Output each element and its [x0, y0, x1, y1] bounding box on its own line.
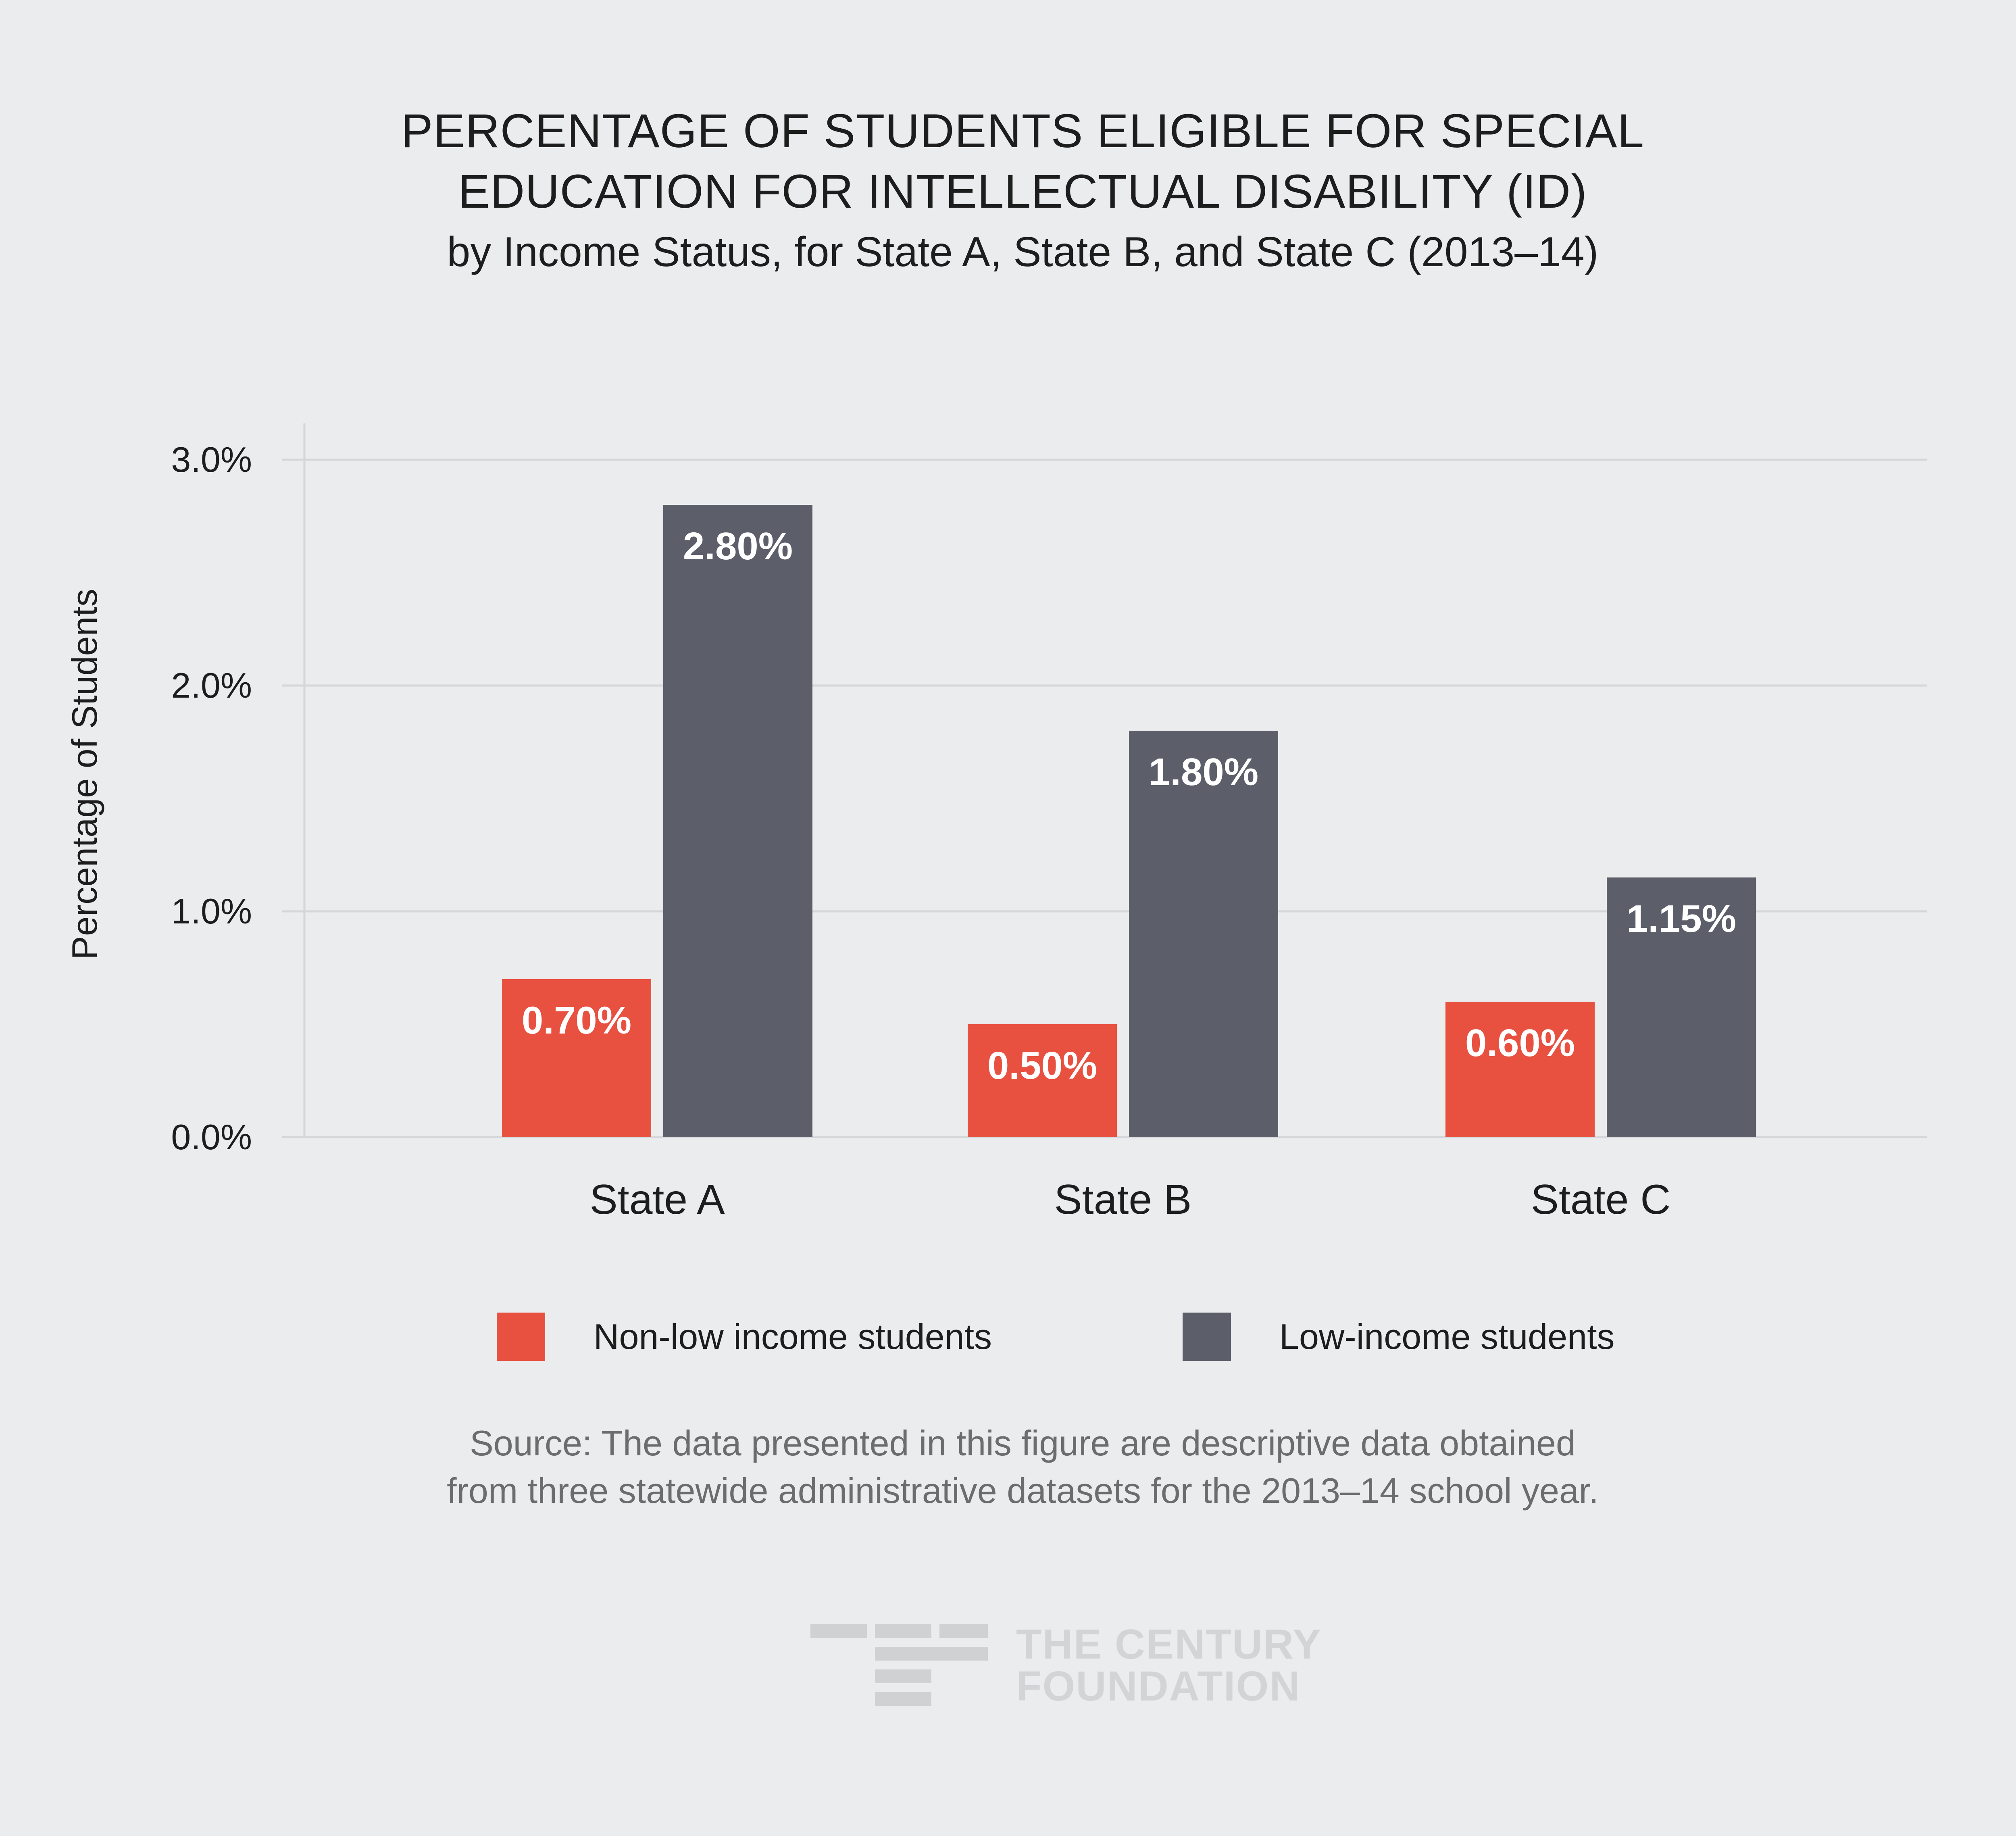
title-line-2: EDUCATION FOR INTELLECTUAL DISABILITY (I… [458, 165, 1587, 218]
y-tick-label: 0.0% [171, 1117, 252, 1157]
source-line-2: from three statewide administrative data… [447, 1471, 1599, 1511]
y-tick-label: 3.0% [171, 440, 252, 479]
data-label: 1.80% [1149, 750, 1258, 794]
brand-line-2: FOUNDATION [1016, 1663, 1301, 1710]
brand-line-1: THE CENTURY [1016, 1621, 1322, 1668]
bar [502, 979, 651, 1137]
x-tick-label: State B [1054, 1176, 1191, 1223]
century-foundation-logo: THE CENTURY FOUNDATION [810, 1621, 1335, 1714]
data-label: 2.80% [683, 525, 793, 568]
bar [968, 1024, 1117, 1137]
legend-item-non-low-income: Non-low income students [497, 1313, 992, 1361]
chart-subtitle: by Income Status, for State A, State B, … [447, 229, 1599, 275]
x-tick-label: State A [589, 1176, 725, 1223]
label-layer: 0.70% 2.80% 0.50% 1.80% 0.60% 1.15% [522, 525, 1736, 1087]
data-label: 0.60% [1465, 1021, 1575, 1065]
bar [1607, 877, 1756, 1137]
data-label: 1.15% [1627, 897, 1736, 940]
legend-label-low-income: Low-income students [1279, 1317, 1615, 1357]
axis-layer: 0.0% 1.0% 2.0% 3.0% Percentage of Students St… [65, 423, 1670, 1223]
source-note: Source: The data presented in this figur… [0, 1419, 2016, 1515]
title-line-1: PERCENTAGE OF STUDENTS ELIGIBLE FOR SPEC… [401, 104, 1645, 158]
century-foundation-mark-icon [810, 1621, 988, 1714]
y-tick-label: 2.0% [171, 665, 252, 705]
y-tick-label: 1.0% [171, 891, 252, 931]
source-line-1: Source: The data presented in this figur… [470, 1423, 1576, 1463]
legend-swatch-non-low-income [497, 1313, 545, 1361]
legend-swatch-low-income [1183, 1313, 1231, 1361]
data-label: 0.50% [987, 1044, 1097, 1087]
bar [1129, 731, 1278, 1137]
bar [1445, 1002, 1595, 1137]
legend-label-non-low-income: Non-low income students [594, 1317, 992, 1357]
century-foundation-wordmark: THE CENTURY FOUNDATION [1016, 1623, 1322, 1707]
data-label: 0.70% [522, 999, 631, 1042]
bar-layer [502, 505, 1756, 1137]
legend-item-low-income: Low-income students [1183, 1313, 1615, 1361]
chart-title: PERCENTAGE OF STUDENTS ELIGIBLE FOR SPEC… [0, 101, 2016, 282]
x-tick-label: State C [1531, 1176, 1671, 1223]
y-axis-title: Percentage of Students [65, 589, 104, 960]
bar [663, 505, 812, 1137]
